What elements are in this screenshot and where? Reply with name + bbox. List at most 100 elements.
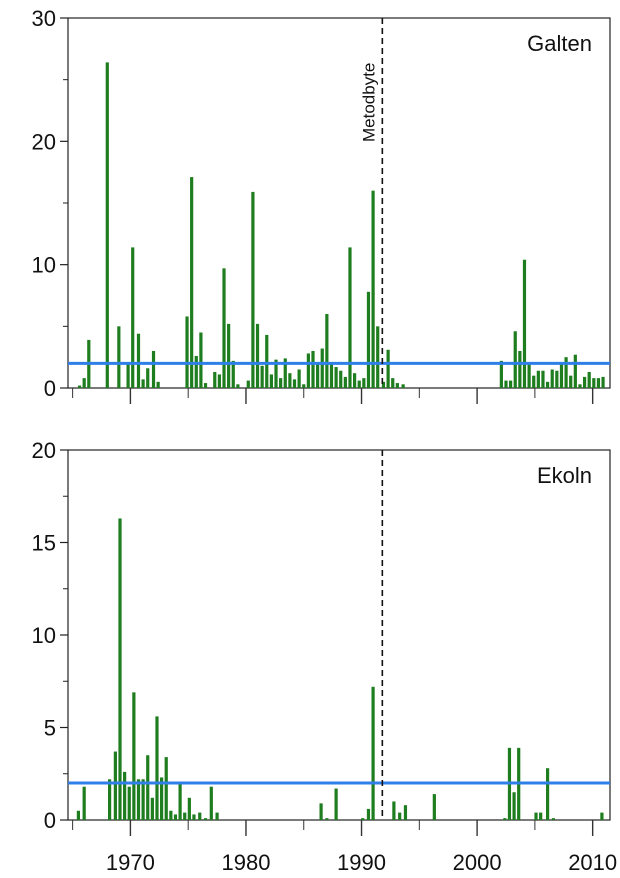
bar <box>297 369 301 388</box>
bar <box>503 818 507 820</box>
bar <box>194 355 198 388</box>
bar <box>587 371 591 388</box>
bar <box>178 783 182 820</box>
bar <box>82 378 86 388</box>
bar <box>173 814 178 820</box>
bar <box>123 771 127 820</box>
bar <box>185 316 189 388</box>
bar <box>509 380 513 388</box>
bar <box>231 360 235 388</box>
bar <box>306 353 310 388</box>
bar <box>334 367 338 388</box>
bar <box>269 374 273 388</box>
bar <box>236 384 240 388</box>
bar <box>366 808 371 820</box>
bar <box>117 326 121 388</box>
annotation-label: Metodbyte <box>359 63 378 142</box>
bar <box>187 797 191 820</box>
bar <box>555 370 559 388</box>
bar <box>578 384 582 388</box>
bar <box>222 268 226 388</box>
bar <box>343 376 347 388</box>
bar <box>398 812 402 820</box>
bar <box>126 363 130 388</box>
bar <box>265 334 269 388</box>
bar <box>527 363 531 388</box>
bar <box>132 692 136 820</box>
panel-title: Galten <box>527 31 592 56</box>
bar <box>302 384 306 388</box>
bar <box>82 786 86 820</box>
bar <box>353 373 357 388</box>
bar <box>183 812 187 820</box>
y-tick-label: 20 <box>32 438 56 463</box>
y-tick-label: 0 <box>44 808 56 833</box>
bar <box>113 751 117 820</box>
panel-0: 0 10 20 30 Metodbyte Galten <box>32 6 611 404</box>
bar <box>573 354 577 388</box>
bar <box>401 384 405 388</box>
bar <box>127 786 131 820</box>
bar <box>108 779 112 820</box>
y-tick-label: 10 <box>32 253 56 278</box>
bar <box>532 375 536 388</box>
bar <box>192 814 196 820</box>
x-tick-label: 1990 <box>337 850 386 875</box>
bar <box>190 177 194 388</box>
bar <box>339 370 343 388</box>
bar <box>169 810 173 820</box>
bar <box>392 801 396 820</box>
bar <box>246 380 250 388</box>
bar <box>213 371 217 388</box>
bar <box>512 792 516 820</box>
bar <box>136 779 141 820</box>
y-tick-label: 10 <box>32 623 56 648</box>
bar <box>545 381 550 388</box>
bar <box>348 247 352 388</box>
bar <box>334 788 338 820</box>
bar <box>329 363 334 388</box>
bar <box>534 812 538 820</box>
bar <box>150 797 154 820</box>
bar <box>391 378 395 388</box>
bar <box>316 363 320 388</box>
bar <box>518 351 522 388</box>
bar <box>376 326 380 388</box>
y-tick-label: 30 <box>32 6 56 31</box>
bar <box>151 351 156 388</box>
bar <box>325 314 329 388</box>
bar <box>198 812 202 820</box>
bar <box>362 378 366 388</box>
bar <box>215 812 219 820</box>
bar <box>361 818 365 820</box>
bar <box>545 768 550 820</box>
bar <box>551 818 555 820</box>
bar <box>366 291 371 388</box>
panel-title: Ekoln <box>537 463 592 488</box>
bar <box>319 803 323 820</box>
bar <box>371 190 375 388</box>
bar <box>118 518 122 820</box>
bar <box>146 755 150 820</box>
bar <box>403 805 408 820</box>
bar <box>105 62 109 389</box>
bar <box>288 373 292 388</box>
bar <box>251 191 255 388</box>
plot-frame <box>67 17 611 389</box>
bar <box>155 716 159 820</box>
y-tick-label: 15 <box>32 531 56 556</box>
y-tick-label: 20 <box>32 129 56 154</box>
bar <box>131 247 135 388</box>
bar <box>395 383 399 388</box>
bar <box>164 757 168 820</box>
bar <box>600 812 604 820</box>
bar <box>76 810 81 820</box>
bar <box>564 357 568 388</box>
bar <box>260 365 264 388</box>
bar <box>601 376 605 388</box>
bar <box>255 323 260 388</box>
bar <box>292 379 297 388</box>
bar <box>279 378 283 388</box>
bar <box>371 686 375 820</box>
bar <box>550 369 554 388</box>
